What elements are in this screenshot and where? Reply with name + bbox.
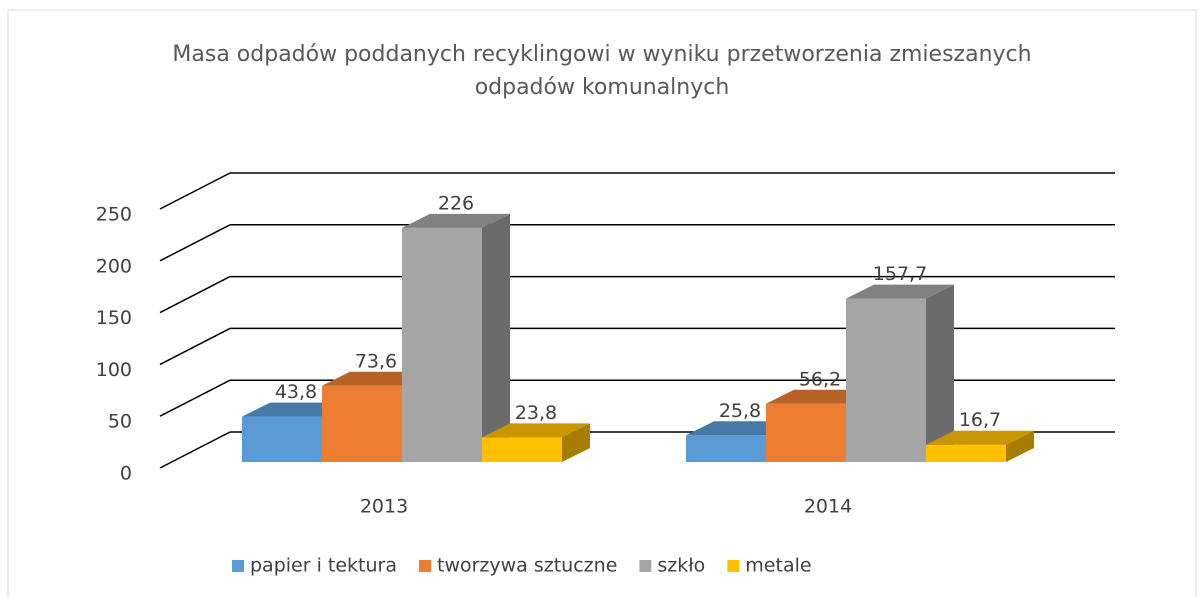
legend-label: szkło [657, 555, 705, 577]
chart-border [7, 9, 1197, 597]
data-label: 157,7 [873, 263, 927, 285]
data-label: 56,2 [799, 368, 841, 390]
grid-line-side [159, 431, 231, 469]
bar [846, 298, 926, 462]
data-label: 43,8 [275, 381, 317, 403]
bar-top [402, 213, 510, 228]
bar [322, 385, 402, 462]
x-tick-label: 2013 [360, 496, 408, 518]
bar [766, 403, 846, 462]
bar [482, 437, 562, 462]
data-label: 73,6 [355, 350, 397, 372]
legend-label: metale [745, 555, 811, 577]
y-tick-label: 250 [96, 204, 132, 226]
bar-side [482, 213, 510, 462]
legend-swatch [639, 560, 652, 572]
bar [926, 444, 1006, 462]
bar [242, 416, 322, 462]
legend-label: papier i tektura [250, 555, 397, 577]
bar-side [1006, 430, 1034, 462]
y-tick-label: 0 [120, 463, 132, 485]
bar-side [926, 284, 954, 462]
bar-top [846, 284, 954, 299]
legend-label: tworzywa sztuczne [437, 555, 617, 577]
data-label: 25,8 [719, 400, 761, 422]
legend-swatch [727, 560, 740, 572]
grid-line-side [159, 224, 231, 262]
legend-swatch [419, 560, 431, 572]
bar [686, 435, 766, 462]
data-label: 226 [438, 192, 474, 214]
grid-line-side [159, 327, 231, 366]
y-tick-label: 50 [108, 411, 132, 433]
chart-title: Masa odpadów poddanych recyklingowi w wy… [172, 42, 1032, 100]
bar-side [562, 423, 590, 462]
y-tick-label: 150 [96, 307, 132, 329]
y-tick-label: 200 [96, 255, 132, 277]
grid-line-side [159, 172, 231, 210]
grid-line-side [159, 275, 231, 314]
bar [402, 227, 482, 462]
bar-top [482, 423, 590, 438]
data-label: 16,7 [959, 409, 1001, 431]
bar-top [926, 430, 1034, 445]
grid-line-side [159, 379, 231, 417]
y-tick-label: 100 [96, 359, 132, 381]
legend-swatch [232, 560, 244, 572]
data-label: 23,8 [515, 402, 557, 424]
x-tick-label: 2014 [804, 496, 852, 518]
